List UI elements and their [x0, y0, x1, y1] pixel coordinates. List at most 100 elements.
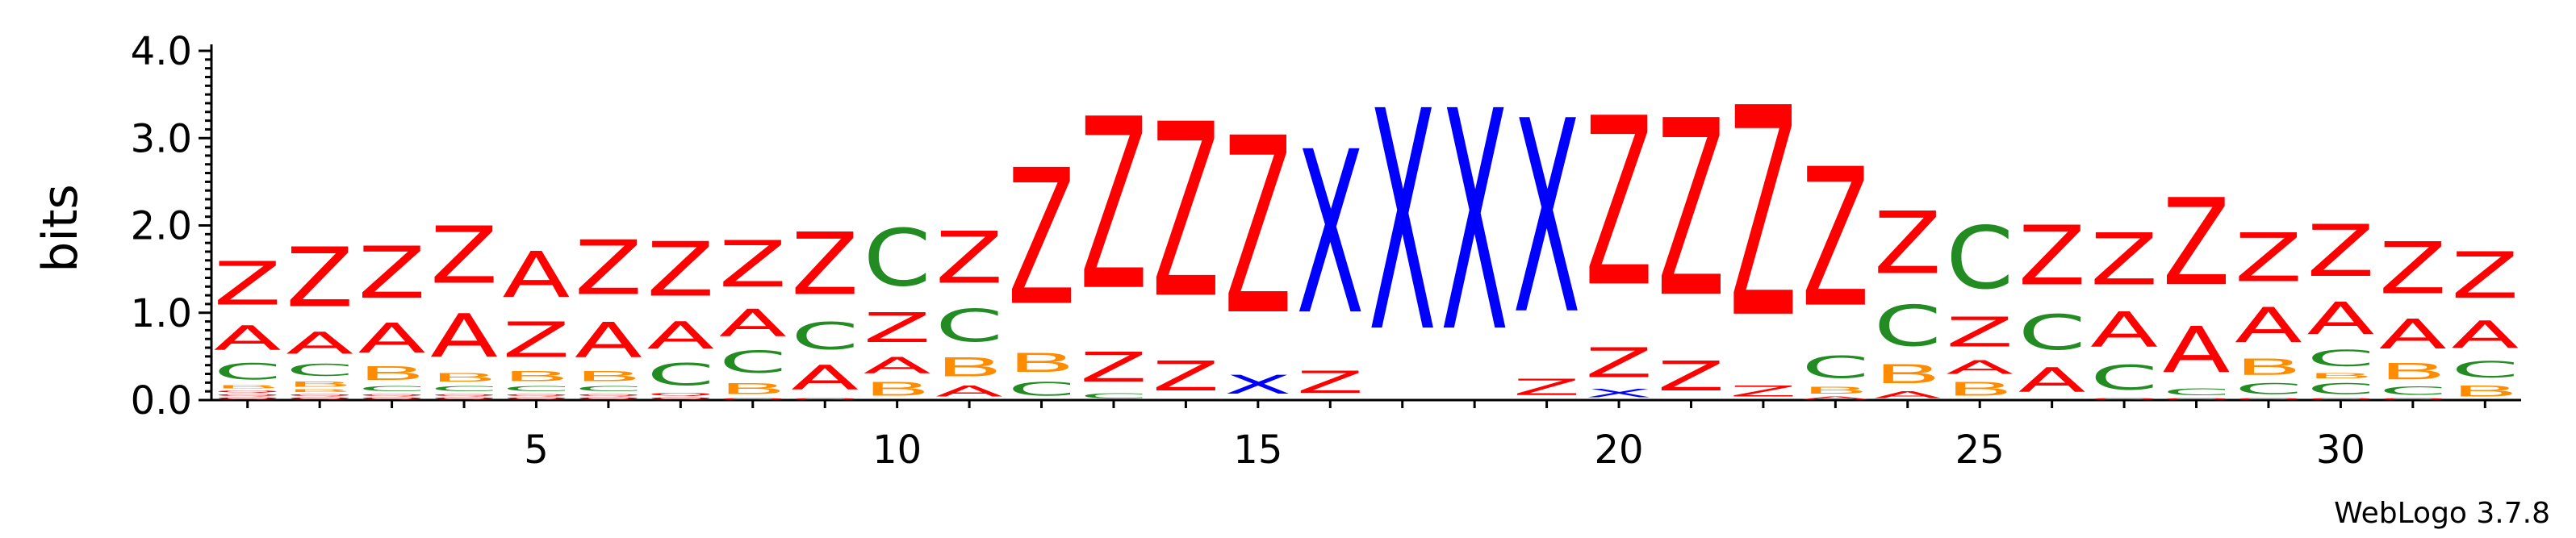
logo-letter-a: A	[286, 327, 353, 361]
logo-letter-z: Z	[1585, 340, 1653, 387]
logo-letter-z: Z	[864, 305, 931, 352]
logo-letter-z: Z	[1513, 373, 1581, 399]
logo-letter-q: Q	[2090, 398, 2158, 400]
logo-letter-q: Q	[2379, 398, 2447, 400]
y-tick-label: 1.0	[131, 291, 192, 336]
y-axis-label: bits	[32, 184, 89, 273]
logo-letter-c: C	[2235, 380, 2302, 397]
logo-letter-b: B	[2235, 354, 2302, 380]
logo-letter-b: B	[719, 380, 787, 398]
logo-stacks: QQQBCAZQQBBCAZQQCBAZQQCBAZQQCBZAQQCBAZQQ…	[214, 47, 2520, 400]
logo-letter-q: Q	[358, 397, 426, 400]
logo-letter-a: A	[1946, 357, 2014, 378]
logo-letter-z: Z	[1729, 48, 1797, 382]
logo-letter-b: B	[1946, 378, 2014, 400]
logo-letter-z: Z	[1080, 69, 1148, 343]
logo-letter-z: Z	[2451, 239, 2519, 313]
logo-letter-a: A	[791, 358, 859, 398]
logo-letter-a: A	[358, 315, 426, 363]
logo-letter-x: X	[1224, 370, 1292, 401]
logo-letter-b: B	[214, 385, 282, 390]
logo-letter-c: C	[502, 385, 570, 394]
logo-letter-z: Z	[2379, 228, 2447, 311]
logo-letter-q: Q	[575, 397, 642, 400]
logo-letter-a: A	[646, 314, 714, 357]
logo-letter-z: Z	[2306, 211, 2374, 293]
logo-letter-b: B	[286, 380, 353, 389]
logo-letter-z: Z	[1585, 69, 1653, 339]
logo-letter-x: X	[1296, 104, 1364, 365]
logo-letter-z: Z	[791, 215, 859, 315]
logo-letter-q: Q	[791, 398, 859, 400]
logo-letter-z: Z	[2162, 174, 2230, 313]
logo-letter-b: B	[864, 378, 931, 400]
logo-letter-z: Z	[1296, 365, 1364, 400]
logo-letter-z: Z	[1152, 74, 1219, 352]
logo-letter-b: B	[1007, 348, 1075, 379]
logo-letter-q: Q	[502, 393, 570, 396]
logo-letter-b: B	[575, 369, 642, 384]
logo-letter-z: Z	[1152, 352, 1219, 400]
y-tick-label: 4.0	[131, 29, 192, 74]
logo-letter-b: B	[1874, 360, 1942, 390]
logo-letter-c: C	[935, 300, 1003, 352]
logo-letter-q: Q	[2162, 398, 2230, 400]
logo-letter-b: B	[430, 371, 498, 384]
logo-letter-b: B	[2379, 358, 2447, 384]
logo-letter-c: C	[575, 385, 642, 394]
logo-letter-q: Q	[214, 393, 282, 396]
logo-letter-z: Z	[2235, 219, 2302, 297]
logo-letter-z: Z	[358, 232, 426, 315]
logo-letter-z: Z	[1007, 130, 1075, 348]
logo-letter-z: Z	[646, 227, 714, 314]
x-tick-label: 10	[872, 427, 922, 473]
logo-letter-a: A	[864, 352, 931, 378]
y-tick-label: 3.0	[131, 116, 192, 161]
logo-letter-a: A	[1801, 396, 1869, 400]
logo-letter-b: B	[2451, 382, 2519, 400]
logo-letter-b: B	[935, 352, 1003, 383]
x-tick-label: 30	[2316, 427, 2365, 473]
logo-letter-c: C	[2306, 345, 2374, 371]
logo-letter-z: Z	[1657, 70, 1725, 352]
logo-letter-x: X	[1441, 47, 1508, 399]
logo-letter-q: Q	[2235, 398, 2302, 400]
logo-letter-c: C	[214, 358, 282, 384]
logo-letter-c: C	[2162, 387, 2230, 398]
logo-letter-q: Q	[502, 397, 570, 400]
logo-letter-z: Z	[214, 249, 282, 319]
logo-letter-c: C	[358, 385, 426, 394]
logo-letter-a: A	[214, 319, 282, 358]
logo-letter-q: Q	[286, 393, 353, 396]
logo-letter-b: B	[502, 369, 570, 384]
logo-letter-c: C	[1946, 208, 2014, 308]
logo-letter-a: A	[2018, 361, 2086, 400]
logo-letter-c: C	[1801, 351, 1869, 386]
logo-letter-q: Q	[575, 393, 642, 396]
logo-letter-c: C	[2090, 358, 2158, 398]
logo-letter-b: B	[1801, 386, 1869, 396]
logo-letter-c: C	[1080, 391, 1148, 400]
logo-letter-a: A	[2162, 313, 2230, 386]
logo-letter-z: Z	[286, 230, 353, 326]
logo-letter-b: B	[2306, 371, 2374, 380]
logo-letter-x: X	[1585, 387, 1653, 400]
x-tick-label: 20	[1594, 427, 1643, 473]
logo-letter-z: Z	[575, 224, 642, 311]
logo-letter-a: A	[430, 302, 498, 371]
logo-letter-q: Q	[286, 397, 353, 400]
logo-letter-a: A	[2306, 294, 2374, 345]
weblogo-credit: WebLogo 3.7.8	[2334, 497, 2550, 530]
logo-letter-x: X	[1513, 65, 1581, 373]
logo-letter-z: Z	[1729, 382, 1797, 400]
logo-letter-z: Z	[935, 218, 1003, 300]
logo-letter-z: Z	[1946, 309, 2014, 357]
x-tick-label: 15	[1233, 427, 1282, 473]
y-tick-label: 2.0	[131, 204, 192, 249]
y-axis: 0.0 1.0 2.0 3.0 4.0	[131, 29, 213, 423]
logo-letter-c: C	[286, 361, 353, 381]
logo-letter-q: Q	[430, 393, 498, 396]
logo-letter-a: A	[502, 238, 570, 311]
logo-letter-c: C	[1874, 294, 1942, 360]
